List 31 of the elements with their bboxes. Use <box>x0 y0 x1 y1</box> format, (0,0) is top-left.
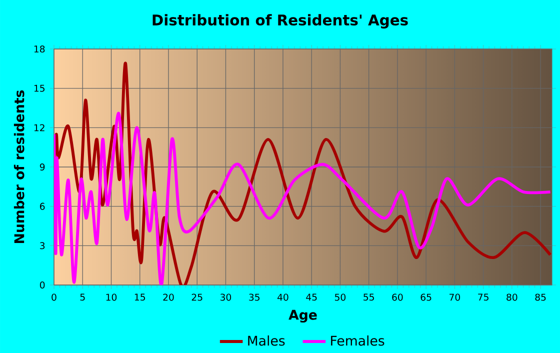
y-tick-label: 0 <box>40 281 45 289</box>
x-tick-label: 0 <box>52 294 56 301</box>
x-tick-label: 85 <box>535 294 546 301</box>
x-tick-label: 5 <box>80 294 85 301</box>
x-tick-label: 10 <box>106 294 117 301</box>
y-tick-label: 12 <box>34 124 44 132</box>
x-tick-label: 65 <box>420 294 432 301</box>
legend-label: Males <box>248 335 285 346</box>
legend-label: Females <box>331 335 384 346</box>
y-tick-label: 18 <box>34 45 45 53</box>
x-tick-label: 55 <box>364 294 374 301</box>
x-tick-label: 70 <box>450 294 460 301</box>
x-tick-label: 80 <box>506 294 518 301</box>
y-tick-label: 6 <box>40 202 45 210</box>
x-tick-label: 35 <box>249 294 260 301</box>
y-tick-label: 3 <box>40 242 45 250</box>
y-tick-label: 15 <box>34 84 44 92</box>
y-axis-title: Number of residents <box>14 90 24 243</box>
line-series <box>54 112 552 285</box>
x-tick-label: 20 <box>163 294 174 301</box>
x-tick-label: 30 <box>220 294 232 301</box>
x-tick-label: 15 <box>134 294 145 301</box>
x-tick-label: 75 <box>478 294 488 301</box>
x-tick-label: 40 <box>277 294 288 301</box>
y-tick-label: 9 <box>40 163 45 171</box>
x-tick-label: 25 <box>192 294 202 301</box>
x-tick-label: 45 <box>306 294 317 301</box>
x-tick-label: 60 <box>392 294 403 301</box>
x-axis-title: Age <box>288 310 317 323</box>
chart-title: Distribution of Residents' Ages <box>152 14 408 28</box>
x-tick-label: 50 <box>334 294 346 301</box>
